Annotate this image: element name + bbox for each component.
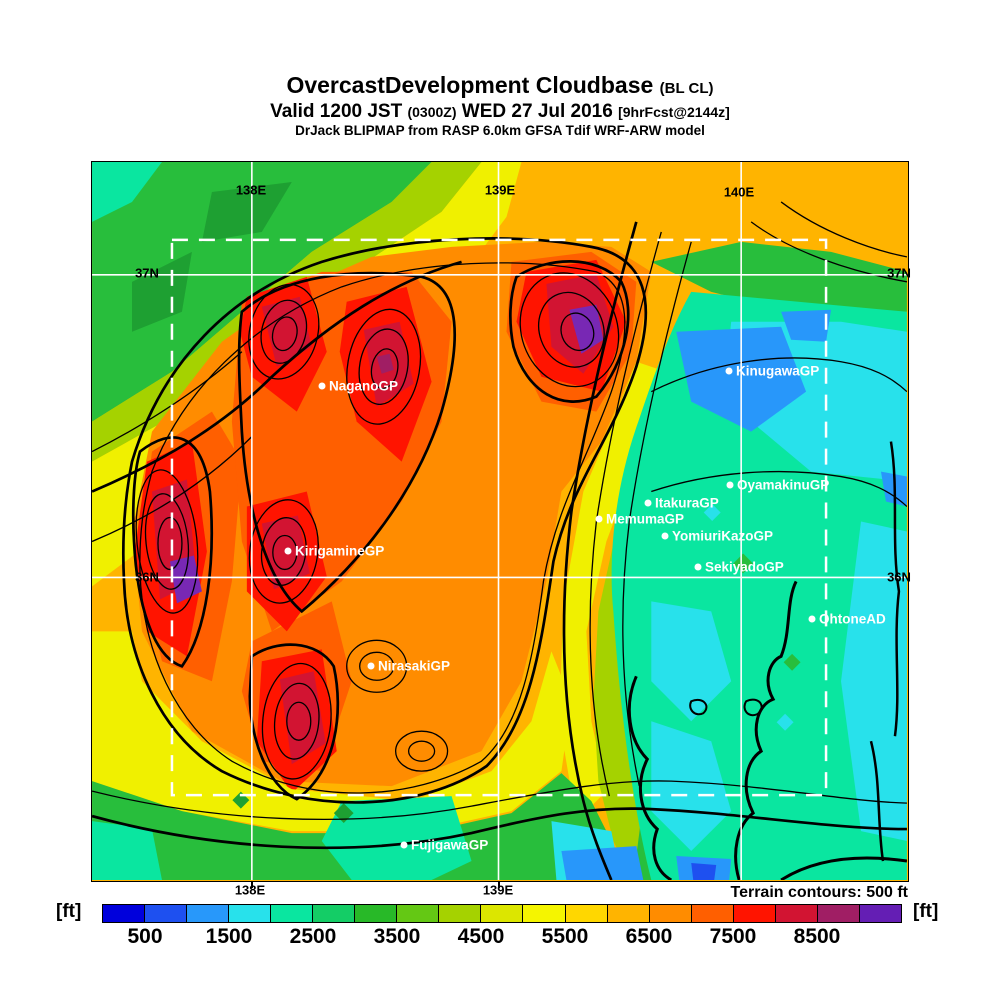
valid-time: Valid 1200 JST [270, 101, 403, 122]
colorbar-segment-8 [439, 905, 482, 922]
site-label: OhtoneAD [819, 611, 886, 627]
cloudbase-colorbar [102, 904, 902, 923]
colorbar-segment-10 [523, 905, 566, 922]
colorbar-unit-left: [ft] [56, 901, 82, 922]
grid-label-36n: 36N [135, 569, 159, 585]
colorbar-tick-2500: 2500 [289, 925, 337, 948]
site-dot-icon [284, 547, 292, 555]
colorbar-unit-right: [ft] [913, 901, 939, 922]
colorbar-segment-12 [607, 905, 650, 922]
model-info-line: DrJack BLIPMAP from RASP 6.0km GFSA Tdif… [295, 123, 705, 138]
site-dot-icon [661, 532, 669, 540]
forecast-run-info: [9hrFcst@2144z] [618, 104, 730, 120]
colorbar-tick-7500: 7500 [709, 925, 757, 948]
colorbar-tick-6500: 6500 [625, 925, 673, 948]
cloudbase-contour-map [92, 162, 907, 880]
grid-label-138e: 138E [234, 882, 266, 898]
colorbar-segment-4 [271, 905, 314, 922]
colorbar-segment-2 [187, 905, 230, 922]
colorbar-tick-5500: 5500 [541, 925, 589, 948]
terrain-contour-note: Terrain contours: 500 ft [730, 884, 908, 901]
model-domain-rectangle [170, 238, 828, 797]
site-dot-icon [367, 662, 375, 670]
site-dot-icon [808, 615, 816, 623]
colorbar-tick-8500: 8500 [793, 925, 841, 948]
grid-label-140e: 140E [723, 184, 755, 200]
site-label: SekiyadoGP [705, 559, 784, 575]
colorbar-tick-1500: 1500 [205, 925, 253, 948]
site-dot-icon [725, 367, 733, 375]
colorbar-tick-4500: 4500 [457, 925, 505, 948]
colorbar-segment-7 [397, 905, 440, 922]
site-label: NirasakiGP [378, 658, 451, 674]
grid-label-139e: 139E [482, 882, 514, 898]
colorbar-segment-0 [103, 905, 146, 922]
valid-time-line: Valid 1200 JST (0300Z) WED 27 Jul 2016 [… [0, 101, 1000, 123]
site-label: NaganoGP [329, 378, 399, 394]
colorbar-segment-3 [229, 905, 272, 922]
colorbar-tick-3500: 3500 [373, 925, 421, 948]
site-dot-icon [318, 382, 326, 390]
page-title: OvercastDevelopment Cloudbase (BL CL) [0, 72, 1000, 99]
colorbar-segment-16 [775, 905, 818, 922]
grid-label-37n: 37N [135, 265, 159, 281]
colorbar-segment-9 [481, 905, 524, 922]
site-label: FujigawaGP [411, 837, 489, 853]
grid-label-37n: 37N [887, 265, 911, 281]
colorbar-segment-14 [691, 905, 734, 922]
site-dot-icon [595, 515, 603, 523]
site-label: ItakuraGP [655, 495, 719, 511]
lon-tick-138e [251, 881, 253, 888]
site-label: MemumaGP [606, 511, 685, 527]
site-label: OyamakinuGP [737, 477, 830, 493]
grid-label-36n: 36N [887, 569, 911, 585]
title-main: OvercastDevelopment Cloudbase [286, 72, 654, 98]
lon-tick-139e [498, 881, 500, 888]
valid-time-zulu: (0300Z) [407, 104, 457, 120]
grid-label-139e: 139E [484, 182, 516, 198]
colorbar-segment-17 [817, 905, 860, 922]
site-label: KirigamineGP [295, 543, 385, 559]
site-label: YomiuriKazoGP [672, 528, 774, 544]
colorbar-segment-15 [733, 905, 776, 922]
colorbar-segment-5 [313, 905, 356, 922]
colorbar-segment-11 [565, 905, 608, 922]
grid-label-138e: 138E [235, 182, 267, 198]
title-parameter-code: (BL CL) [659, 80, 714, 97]
colorbar-tick-500: 500 [127, 925, 163, 948]
site-label: KinugawaGP [736, 363, 820, 379]
colorbar-segment-6 [355, 905, 398, 922]
site-dot-icon [400, 841, 408, 849]
valid-date: WED 27 Jul 2016 [461, 101, 613, 122]
coastline [627, 441, 907, 880]
colorbar-segment-1 [145, 905, 188, 922]
site-dot-icon [694, 563, 702, 571]
latlon-grid-lines [92, 162, 907, 880]
colorbar-segment-13 [649, 905, 692, 922]
site-dot-icon [644, 499, 652, 507]
cloudbase-fill-layer [92, 162, 907, 880]
colorbar-segment-18 [859, 905, 901, 922]
forecast-map [91, 161, 909, 882]
site-dot-icon [726, 481, 734, 489]
